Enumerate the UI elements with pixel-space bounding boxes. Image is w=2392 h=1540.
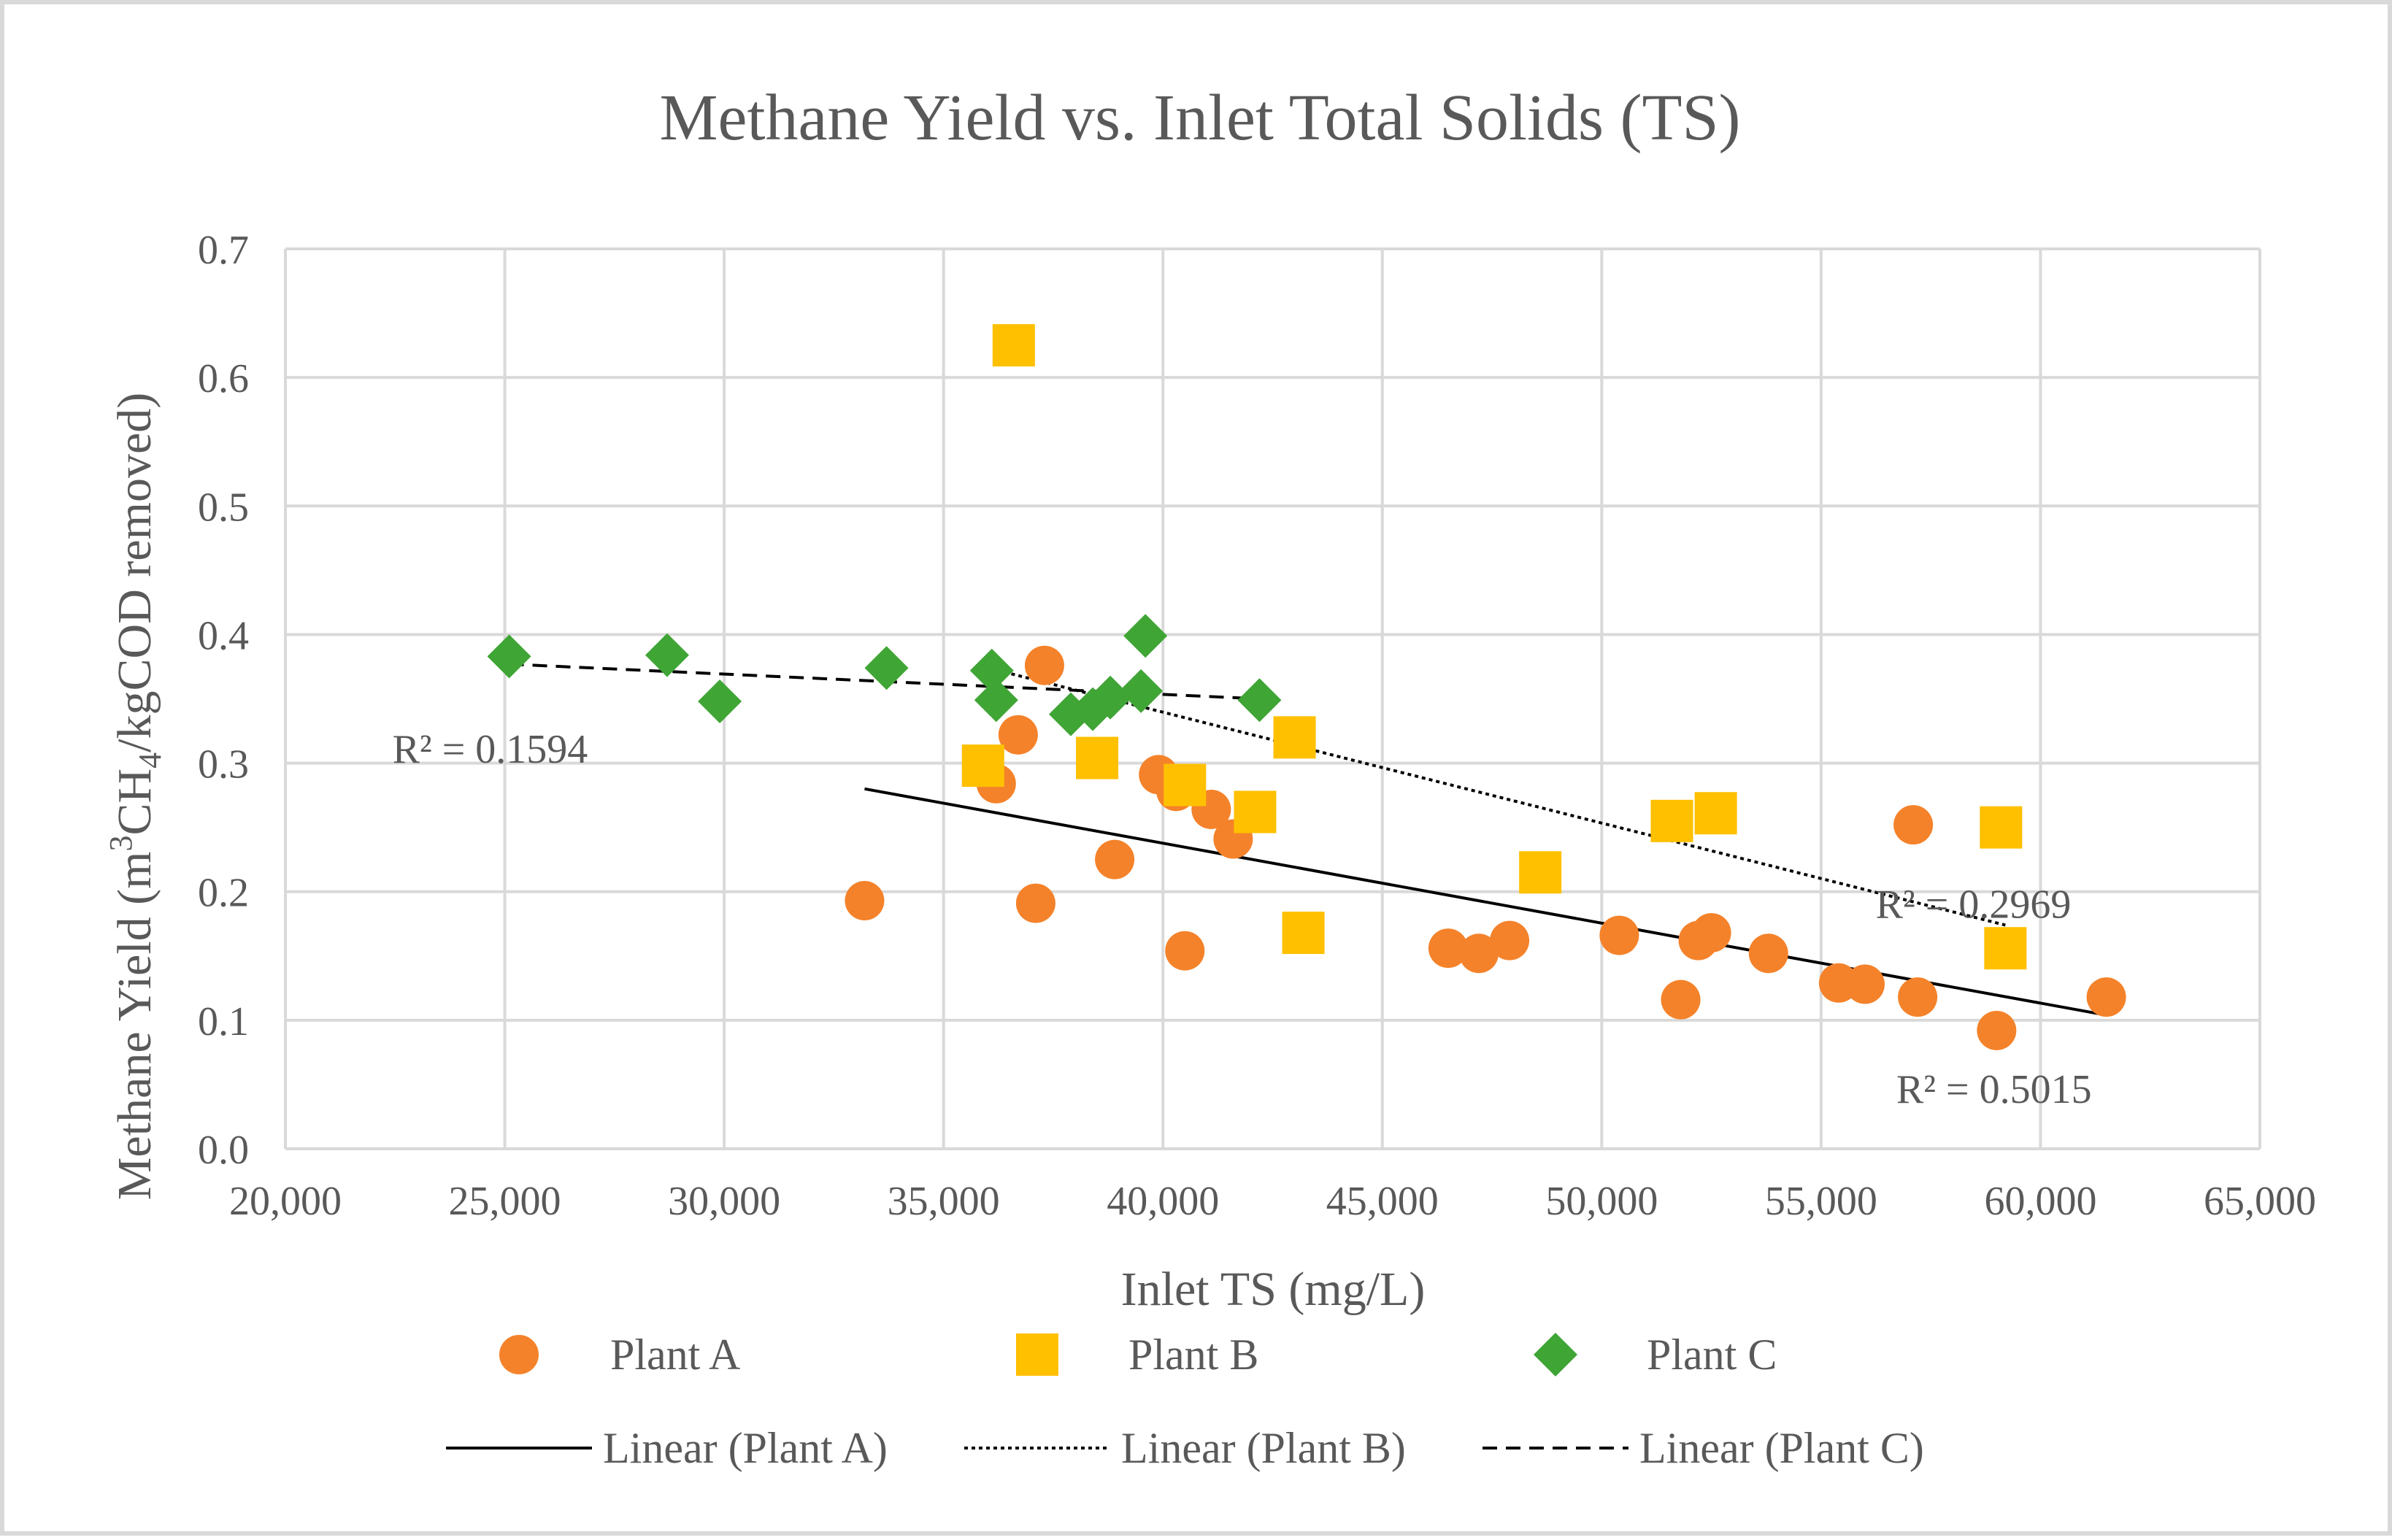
plant-b-point [1282, 912, 1325, 955]
y-axis-title-prefix: Methane Yield (m [108, 852, 161, 1201]
x-tick-label: 65,000 [2204, 1179, 2316, 1224]
plant-c-point [1237, 678, 1282, 723]
y-tick-label: 0.4 [198, 613, 249, 658]
plant-c-point [1123, 614, 1168, 658]
plant-a-point [2086, 977, 2126, 1017]
y-tick-label: 0.2 [198, 871, 249, 916]
linear-plant-c-r2-label: R² = 0.1594 [393, 727, 588, 772]
y-axis-title-sup: 3 [103, 836, 139, 852]
x-tick-label: 25,000 [449, 1179, 561, 1224]
y-tick-label: 0.0 [198, 1128, 249, 1173]
linear-plant-a-r2-label: R² = 0.5015 [1896, 1067, 2092, 1112]
plant-a-point [1691, 913, 1731, 953]
plant-a-point [1898, 977, 1938, 1017]
plant-a-point [998, 715, 1038, 755]
plant-b-point [1273, 716, 1316, 759]
plant-c-point [487, 634, 531, 679]
x-tick-label: 40,000 [1107, 1179, 1219, 1224]
plant-a-point [845, 881, 885, 921]
plant-a-point [1845, 964, 1885, 1004]
x-tick-label: 35,000 [888, 1179, 1000, 1224]
plant-b-point [1519, 851, 1562, 894]
plant-b-point [1980, 806, 2023, 849]
y-axis-title-sub: 4 [132, 752, 168, 769]
plant-c-point [698, 679, 742, 724]
plant-a-point [1024, 645, 1064, 685]
legend-linear-plant-c-label: Linear (Plant C) [1639, 1424, 1924, 1472]
y-axis-title-mid: CH [108, 769, 161, 836]
y-tick-label: 0.5 [198, 485, 249, 530]
x-axis-title: Inlet TS (mg/L) [1121, 1263, 1426, 1316]
x-tick-label: 30,000 [668, 1179, 780, 1224]
plant-a-point [1015, 883, 1055, 923]
data-point-layer [487, 324, 2126, 1050]
legend-plant-b-marker [1016, 1333, 1058, 1376]
plant-a-point [1977, 1010, 2017, 1050]
legend: Plant A Plant B Plant C Linear (Plant A) Lin… [446, 1331, 1924, 1472]
grid-layer [284, 247, 2261, 1150]
plant-c-point [1119, 669, 1164, 713]
plant-a-point [1095, 839, 1135, 879]
y-tick-label: 0.6 [198, 356, 249, 401]
x-tick-label: 60,000 [1984, 1179, 2096, 1224]
plant-a-point [1490, 920, 1530, 960]
plant-b-point [992, 324, 1035, 367]
legend-linear-plant-a-label: Linear (Plant A) [603, 1424, 888, 1472]
x-tick-label: 45,000 [1326, 1179, 1439, 1224]
plant-a-point [1428, 928, 1468, 969]
plant-c-point [864, 646, 909, 690]
plant-b-point [961, 744, 1004, 788]
legend-linear-plant-b-label: Linear (Plant B) [1121, 1424, 1406, 1472]
legend-plant-c-marker [1534, 1333, 1577, 1377]
plant-a-point [1165, 931, 1205, 971]
scatter-chart: 20,000 25,000 30,000 35,000 40,000 45,000 50,0… [103, 82, 2316, 1472]
x-tick-label: 55,000 [1765, 1179, 1877, 1224]
legend-plant-b-label: Plant B [1128, 1331, 1258, 1379]
r-squared-label-layer: R² = 0.5015 R² = 0.2969 R² = 0.1594 [393, 727, 2092, 1112]
plant-b-point [1650, 799, 1693, 842]
plant-c-point [974, 678, 1018, 723]
y-tick-label: 0.3 [198, 742, 249, 788]
linear-plant-b-r2-label: R² = 0.2969 [1876, 882, 2072, 928]
legend-plant-a-marker [499, 1335, 539, 1374]
plant-b-point [1076, 736, 1119, 779]
plant-b-point [1234, 790, 1277, 833]
plant-a-point [1893, 805, 1934, 845]
linear-plant-b-trendline [982, 665, 2006, 927]
plant-a-point [1599, 915, 1639, 955]
legend-plant-c-label: Plant C [1647, 1331, 1777, 1379]
tick-label-layer: 20,000 25,000 30,000 35,000 40,000 45,000 50,0… [198, 228, 2316, 1224]
x-tick-label: 50,000 [1545, 1179, 1658, 1224]
x-tick-label: 20,000 [229, 1179, 342, 1224]
y-axis-title: Methane Yield (m3CH4/kgCOD removed) [103, 393, 168, 1201]
y-tick-label: 0.7 [198, 228, 249, 273]
plant-c-point [1088, 675, 1133, 720]
legend-plant-a-label: Plant A [610, 1331, 740, 1379]
plant-c-point [645, 633, 689, 677]
plant-c-point [969, 648, 1014, 693]
plant-a-point [1748, 933, 1788, 974]
y-tick-label: 0.1 [198, 999, 249, 1044]
plant-b-point [1694, 792, 1737, 835]
chart-title: Methane Yield vs. Inlet Total Solids (TS… [659, 82, 1740, 154]
plant-b-point [1164, 763, 1207, 806]
y-axis-title-suffix: /kgCOD removed) [108, 393, 161, 752]
linear-plant-a-trendline [864, 787, 2107, 1017]
plant-b-point [1984, 927, 2027, 970]
plant-a-point [1459, 933, 1499, 974]
plant-a-point [1661, 979, 1701, 1020]
